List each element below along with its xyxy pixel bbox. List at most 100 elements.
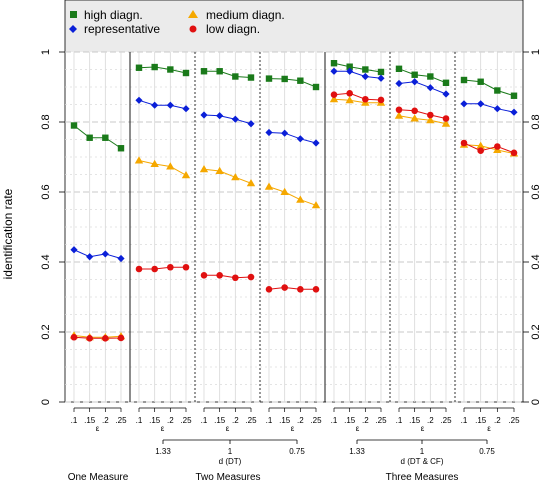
data-point-rep [281,129,289,137]
data-point-high [330,60,338,67]
x-tick-label: .2 [427,416,434,425]
d-dt-axis-label: d (DT) [219,457,242,466]
x-tick-label: .2 [362,416,369,425]
epsilon-label: ε [487,424,491,433]
x-tick-label: .1 [396,416,403,425]
epsilon-label: ε [291,424,295,433]
data-point-high [247,74,255,81]
y-tick-label-left: 0.2 [40,324,52,339]
series-line-low [268,287,316,290]
series-line-medium [398,115,447,125]
data-point-medium [134,156,144,164]
data-point-low [346,90,353,97]
data-point-medium [441,119,451,127]
epsilon-label: ε [161,424,165,433]
group-label-two-measures: Two Measures [195,472,260,483]
y-tick-label-left: 0.4 [40,254,52,269]
data-point-low [510,149,518,157]
data-point-low [377,96,385,104]
x-tick-label: .15 [214,416,226,425]
data-point-rep [265,128,273,137]
epsilon-label: ε [356,424,360,433]
x-tick-label: .2 [167,416,174,425]
d-dt-tick-label-2: 1 [228,447,233,456]
x-tick-label: .25 [508,416,520,425]
y-tick-label-left: 0.6 [40,184,52,199]
d-dtcf-tick-label-2: 1 [420,447,425,456]
data-point-low [477,147,484,154]
data-point-high [135,64,143,71]
data-point-high [346,63,353,70]
data-point-high [427,73,434,80]
data-point-high [265,75,273,82]
d-dt-axis: 1.33 1 0.75 d (DT) [155,439,305,466]
grid-group [65,51,523,403]
epsilon-label: ε [96,424,100,433]
data-point-rep [411,78,419,86]
series-line-low [463,142,515,154]
series-line-medium [203,168,252,184]
data-point-high [362,66,369,73]
data-point-rep [442,90,450,98]
series-line-medium [463,144,515,154]
data-point-low [102,335,109,342]
plot-frame [64,0,524,403]
series-line-low [204,274,252,279]
x-tick-label: .15 [475,416,487,425]
data-point-rep [182,105,190,113]
series-line-rep [268,132,317,144]
x-tick-label: .25 [115,416,127,425]
legend-swatch-representative [69,25,77,33]
x-tick-label: .2 [102,416,109,425]
y-tick-label-left: 0 [40,399,52,405]
data-point-rep [426,84,434,92]
y-tick-label-left: 0.8 [40,114,52,129]
legend-label-low: low diagn. [206,22,260,36]
data-point-medium [345,96,354,104]
x-tick-label: .25 [440,416,452,425]
data-point-high [510,92,518,99]
data-point-rep [330,67,338,75]
series-line-rep [464,103,515,113]
x-tick-label: .2 [494,416,501,425]
plot-background-group [64,0,524,403]
data-point-rep [86,253,94,261]
data-point-high [167,66,174,73]
data-point-rep [117,254,125,263]
data-point-low [460,139,468,147]
series-line-high [333,62,382,73]
series-line-medium [333,98,381,104]
data-point-low [411,107,418,115]
legend-swatch-low [189,25,197,33]
x-tick-label: .15 [149,416,161,425]
data-point-rep [493,105,501,113]
d-dtcf-axis-label: d (DT & CF) [401,457,444,466]
data-point-medium [426,116,435,124]
series-line-high [73,125,122,149]
data-point-rep [70,246,78,254]
x-tick-label: .2 [232,416,239,425]
y-tick-label-right: 0.4 [530,254,542,269]
data-point-medium [329,95,339,103]
series-line-rep [73,249,122,259]
series-line-high [398,68,447,84]
data-point-low [362,95,369,103]
data-point-low [395,106,403,114]
panel-separators [129,52,456,402]
data-point-high [232,73,239,80]
d-dt-tick-label-1: 1.33 [155,447,171,456]
x-tick-label: .1 [461,416,468,425]
data-point-high [460,76,468,84]
y-tick-label-right: 0.8 [530,114,542,129]
series-line-low [398,109,447,119]
x-tick-label: .1 [266,416,273,425]
data-point-medium [410,114,419,122]
x-tick-label: .1 [201,416,208,425]
axes-group: 0 0 0.2 0.2 0.4 0.4 0.6 0.6 0.8 0.8 1 1 .1 .15 .2 .25 ε.… [40,49,542,433]
data-point-high [477,78,484,85]
data-point-medium [246,179,256,187]
series-line-medium [138,160,187,176]
data-point-low [427,111,434,119]
legend-label-high: high diagn. [84,8,143,22]
